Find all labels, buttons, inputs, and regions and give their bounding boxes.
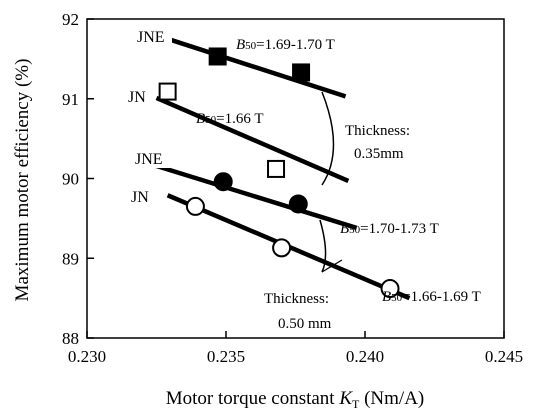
b50-annotation: B50=1.70-1.73 T bbox=[340, 221, 439, 237]
data-point bbox=[292, 63, 311, 82]
bracket-050 bbox=[319, 219, 327, 273]
data-point bbox=[213, 172, 233, 192]
y-tick-label: 89 bbox=[62, 249, 79, 268]
trend-line bbox=[147, 30, 347, 99]
note-thickness-050-line1: Thickness: bbox=[264, 291, 329, 307]
y-axis: 88 89 90 91 92 bbox=[62, 10, 94, 348]
series-label-bg bbox=[133, 148, 170, 168]
b50-annotation: B50=1.66 T bbox=[196, 111, 264, 127]
x-tick-label: 0.235 bbox=[207, 347, 245, 366]
data-point bbox=[267, 159, 286, 178]
x-axis-title: Motor torque constant KT (Nm/A) bbox=[166, 388, 425, 411]
series-label-bg bbox=[129, 186, 155, 206]
data-point bbox=[272, 238, 292, 258]
x-tick-label: 0.245 bbox=[485, 347, 523, 366]
y-tick-label: 90 bbox=[62, 170, 79, 189]
thickness-brackets bbox=[319, 91, 343, 273]
series-label: JN bbox=[131, 189, 149, 206]
data-point bbox=[380, 279, 400, 299]
y-tick-label: 91 bbox=[62, 90, 79, 109]
note-thickness-035-line2: 0.35mm bbox=[354, 146, 404, 162]
y-axis-title: Maximum motor efficiency (%) bbox=[12, 59, 33, 302]
b50-annotation: B50=1.69-1.70 T bbox=[236, 37, 335, 53]
trend-line bbox=[155, 95, 350, 183]
x-axis: 0.230 0.235 0.240 0.245 bbox=[68, 331, 523, 366]
x-tick-label: 0.230 bbox=[68, 347, 106, 366]
bracket-050-pointer bbox=[321, 259, 343, 273]
series-1: JNE B50=1.69-1.70 T bbox=[135, 26, 347, 99]
x-tick-label: 0.240 bbox=[346, 347, 384, 366]
b50-annotation: B50=1.66-1.69 T bbox=[382, 289, 481, 305]
note-thickness-050-line2: 0.50 mm bbox=[278, 316, 332, 332]
note-thickness-035-line1: Thickness: bbox=[345, 123, 410, 139]
bracket-035 bbox=[321, 91, 335, 186]
series-label-bg bbox=[126, 86, 152, 106]
series-label: JNE bbox=[137, 29, 165, 46]
data-point bbox=[208, 47, 227, 66]
trend-line bbox=[147, 161, 358, 231]
data-point bbox=[185, 196, 205, 216]
y-tick-label: 92 bbox=[62, 10, 79, 29]
series-2: JN B50=1.66 T bbox=[126, 82, 350, 183]
series-label: JNE bbox=[135, 151, 163, 168]
series-layer: JNE B50=1.69-1.70 T JN B50=1.66 T JNE B50=1.7… bbox=[126, 26, 481, 305]
series-3: JNE B50=1.70-1.73 T bbox=[133, 148, 439, 237]
series-label: JN bbox=[128, 89, 146, 106]
series-label-bg bbox=[135, 26, 172, 46]
series-4: JN B50=1.66-1.69 T bbox=[129, 186, 481, 305]
y-tick-label: 88 bbox=[62, 329, 79, 348]
data-point bbox=[158, 82, 177, 101]
data-point bbox=[288, 194, 308, 214]
